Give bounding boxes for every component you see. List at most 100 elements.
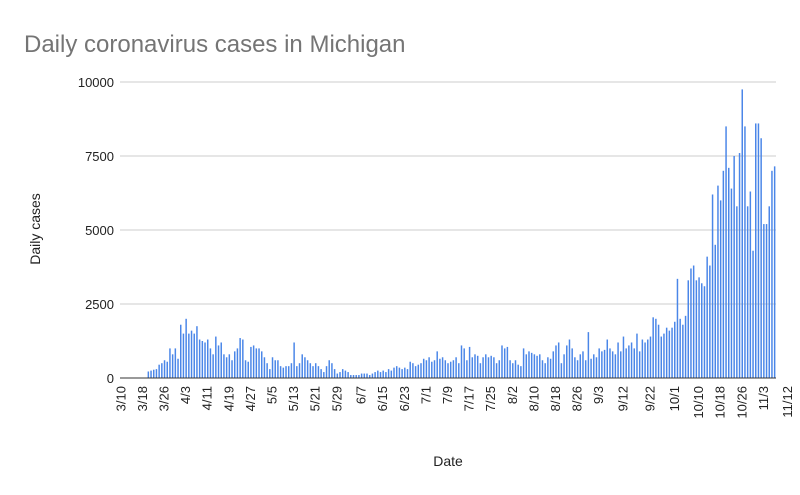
bar: [763, 224, 765, 378]
bar: [206, 339, 209, 378]
bar: [609, 348, 611, 378]
bar: [385, 372, 387, 378]
bar: [455, 357, 457, 378]
bar: [387, 369, 390, 378]
bar: [260, 351, 263, 378]
bar: [466, 360, 468, 378]
bar: [406, 369, 409, 378]
bar: [752, 250, 754, 378]
bar: [363, 373, 366, 378]
bar: [603, 349, 606, 378]
bar: [485, 354, 487, 378]
bar: [309, 363, 312, 378]
bar: [298, 363, 301, 378]
bar: [258, 348, 260, 378]
bar: [393, 367, 395, 378]
bar: [395, 366, 398, 378]
bar: [223, 354, 225, 378]
bar: [215, 336, 217, 378]
bar: [220, 342, 222, 378]
bar: [665, 327, 668, 378]
bar: [684, 315, 687, 378]
bar: [771, 170, 773, 378]
bar: [285, 366, 287, 378]
bar: [282, 367, 285, 378]
bar: [153, 369, 155, 378]
bar: [287, 366, 290, 378]
bar: [571, 348, 573, 378]
bar: [738, 153, 741, 378]
y-tick-label: 2500: [85, 297, 114, 312]
bar: [314, 363, 317, 378]
bar: [541, 360, 544, 378]
bar: [601, 351, 603, 378]
bar: [628, 345, 630, 378]
bar: [196, 326, 198, 378]
x-tick-label: 5/21: [308, 386, 323, 411]
x-tick-label: 8/26: [570, 386, 585, 411]
bar: [290, 363, 293, 378]
x-tick-label: 5/5: [265, 386, 280, 404]
bar: [676, 278, 679, 378]
bar: [733, 156, 735, 378]
bar: [444, 360, 447, 378]
x-tick-label: 10/10: [691, 386, 706, 419]
bar: [425, 360, 428, 378]
bar: [649, 336, 652, 378]
bar: [749, 191, 752, 378]
bar: [366, 373, 368, 378]
bar: [528, 351, 530, 378]
bar: [371, 373, 374, 378]
bar: [398, 367, 401, 378]
bar: [476, 355, 479, 378]
bar: [177, 358, 179, 378]
bar: [730, 188, 733, 378]
bar: [161, 363, 163, 378]
bar: [765, 224, 768, 378]
bar: [636, 333, 638, 378]
bar: [263, 357, 266, 378]
bar: [333, 369, 336, 378]
bar: [190, 330, 193, 378]
bar: [266, 363, 268, 378]
bar: [231, 360, 233, 378]
bar: [296, 366, 298, 378]
bar: [549, 358, 552, 378]
bar: [698, 277, 700, 378]
bar: [633, 348, 636, 378]
bar: [250, 346, 252, 378]
bar: [728, 167, 730, 378]
bar: [212, 354, 214, 378]
y-tick-label: 10000: [78, 75, 114, 90]
bar: [579, 354, 582, 378]
bar: [433, 360, 436, 378]
bar: [522, 348, 525, 378]
x-tick-label: 9/3: [591, 386, 606, 404]
bar: [584, 360, 587, 378]
bar: [233, 351, 236, 378]
bar: [503, 348, 506, 378]
bar: [166, 361, 168, 378]
x-tick-label: 7/25: [483, 386, 498, 411]
bar: [242, 339, 244, 378]
x-axis-label: Date: [433, 453, 463, 469]
x-axis-ticks: 3/10 3/18 3/26 4/3 4/11 4/19 4/27 5/5 5/13 5/21 5/…: [113, 386, 795, 419]
x-tick-label: 10/18: [713, 386, 728, 419]
gridlines: [120, 81, 776, 305]
bar: [417, 364, 420, 378]
bar: [336, 373, 339, 378]
bar: [479, 363, 482, 378]
bar: [236, 348, 239, 378]
bar: [344, 370, 347, 378]
bar: [169, 348, 171, 378]
bar: [706, 256, 708, 378]
x-tick-label: 10/26: [734, 386, 749, 419]
bar: [533, 354, 536, 378]
bar: [368, 375, 371, 378]
bar: [741, 89, 743, 379]
x-tick-label: 3/18: [135, 386, 150, 411]
bar: [512, 363, 514, 378]
bar: [622, 336, 625, 378]
y-axis-ticks: 0 2500 5000 7500 10000: [78, 75, 114, 386]
